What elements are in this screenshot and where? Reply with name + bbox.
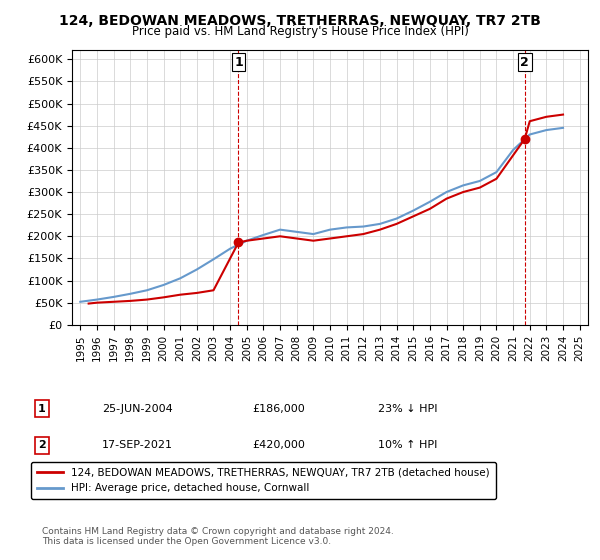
Text: 1: 1 [38,404,46,414]
Text: 2: 2 [520,56,529,69]
Text: 23% ↓ HPI: 23% ↓ HPI [378,404,437,414]
Text: £186,000: £186,000 [252,404,305,414]
Text: 1: 1 [234,56,243,69]
Text: 124, BEDOWAN MEADOWS, TRETHERRAS, NEWQUAY, TR7 2TB: 124, BEDOWAN MEADOWS, TRETHERRAS, NEWQUA… [59,14,541,28]
Text: 25-JUN-2004: 25-JUN-2004 [102,404,173,414]
Legend: 124, BEDOWAN MEADOWS, TRETHERRAS, NEWQUAY, TR7 2TB (detached house), HPI: Averag: 124, BEDOWAN MEADOWS, TRETHERRAS, NEWQUA… [31,462,496,500]
Text: 10% ↑ HPI: 10% ↑ HPI [378,440,437,450]
Text: 2: 2 [38,440,46,450]
Text: Price paid vs. HM Land Registry's House Price Index (HPI): Price paid vs. HM Land Registry's House … [131,25,469,38]
Text: 17-SEP-2021: 17-SEP-2021 [102,440,173,450]
Text: £420,000: £420,000 [252,440,305,450]
Text: Contains HM Land Registry data © Crown copyright and database right 2024.
This d: Contains HM Land Registry data © Crown c… [42,526,394,546]
